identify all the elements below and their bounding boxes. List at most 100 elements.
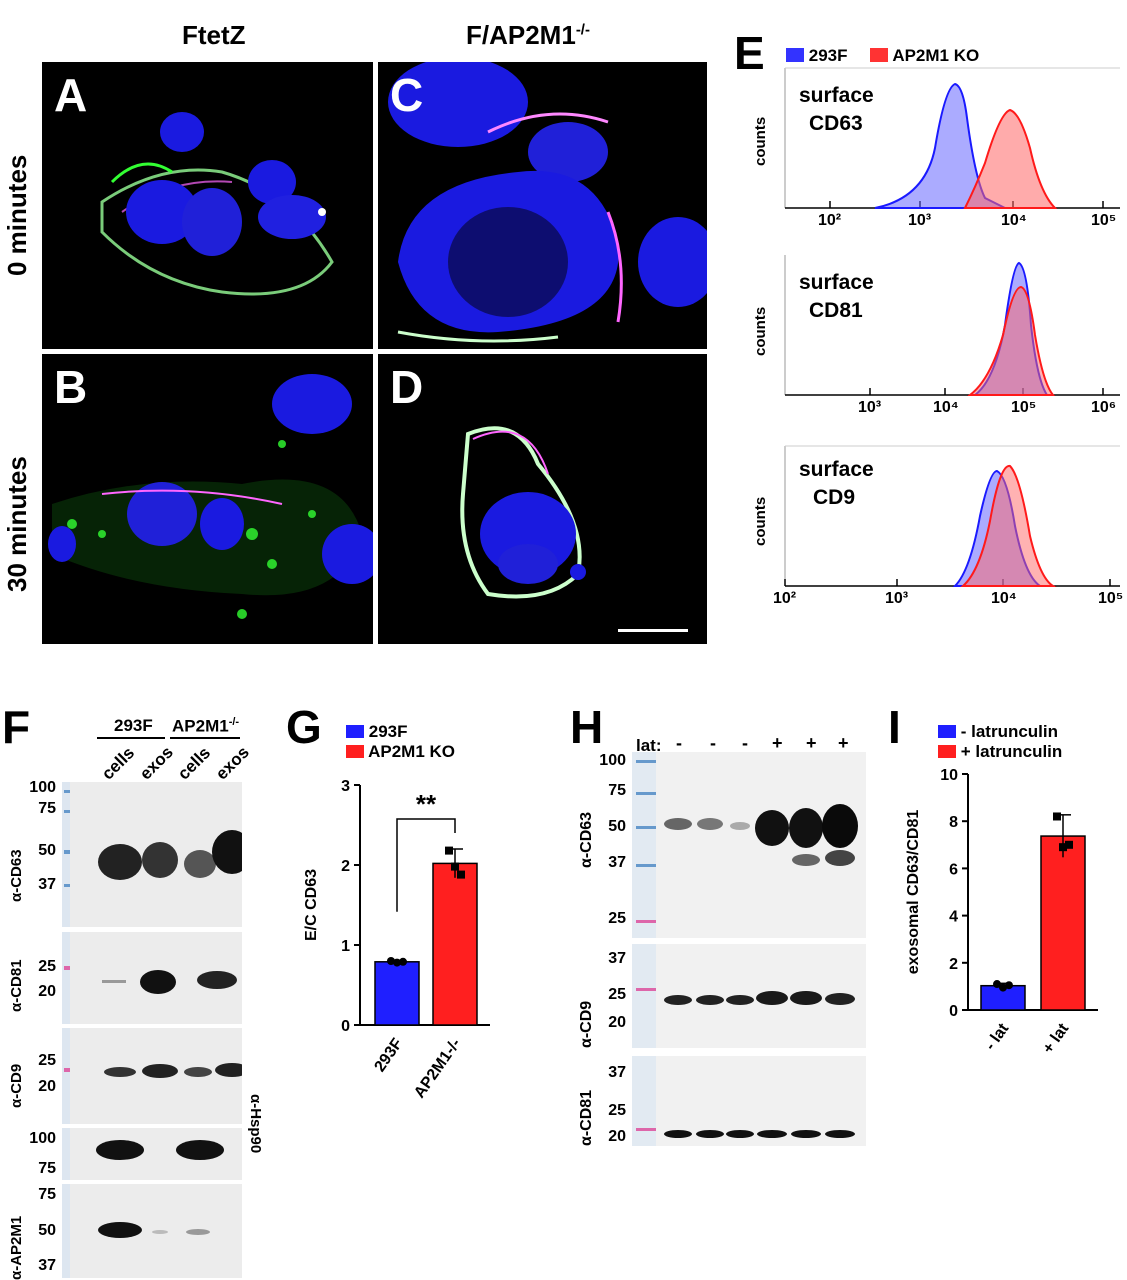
hist-cd9-title1: surface [799, 458, 874, 481]
scale-bar [618, 629, 688, 632]
legend-i-swatch-1 [938, 725, 956, 738]
blot-f-ap2m1-label: α-AP2M1 [8, 1215, 25, 1280]
legend-i-1: - latrunculin [938, 722, 1062, 742]
mw-f-cd63-50: 50 [38, 842, 56, 859]
micrograph-d: D [378, 354, 707, 644]
blot-h-cd9-image [632, 944, 855, 1048]
column-title-ftetz: FtetZ [182, 20, 246, 50]
blot-f-cd9-image [62, 1028, 242, 1124]
panel-letter-i: I [888, 701, 901, 753]
data-point [1053, 812, 1061, 821]
hist-cd9-tick-3: 10⁵ [1098, 590, 1124, 607]
y-tick-label: 0 [949, 1003, 958, 1020]
y-tick-label: 10 [940, 767, 958, 784]
panel-h-lat-label: lat: [636, 736, 662, 755]
x-tick-label-1: 293F [371, 1035, 406, 1075]
hist-cd9-tick-1: 10³ [885, 590, 909, 607]
data-point [393, 958, 401, 967]
mw-f-ap2m1-37: 37 [38, 1257, 56, 1274]
chart-g: 0 1 2 3 E/C CD63 293F AP2M1-/- ** [303, 778, 490, 1100]
y-axis-label: E/C CD63 [303, 869, 320, 941]
mw-h-cd81-25: 25 [608, 1102, 626, 1119]
panel-label-d: D [390, 361, 424, 413]
legend-g-1: 293F [346, 722, 455, 742]
data-point [387, 957, 395, 965]
micrograph-b-image [48, 374, 373, 619]
mw-h-cd63-50: 50 [608, 818, 626, 835]
legend-g-label-1: 293F [368, 722, 408, 741]
legend-swatch-293f [786, 48, 804, 62]
hist-cd63-tick-3: 10⁵ [1091, 212, 1117, 229]
mw-h-cd9-25: 25 [608, 986, 626, 1003]
lat-sign-5: + [806, 733, 817, 753]
panel-f-group1-line [97, 737, 165, 739]
panel-letter-g: G [286, 701, 322, 753]
y-tick-label: 2 [341, 858, 350, 875]
mw-h-cd63-25: 25 [608, 910, 626, 927]
panel-f-group2-line [170, 737, 240, 739]
panel-f-group-ap2m1: AP2M1-/- [172, 716, 239, 737]
panel-label-a: A [54, 69, 88, 121]
y-tick-label: 0 [341, 1018, 350, 1035]
panel-f-group2-sup: -/- [228, 716, 240, 728]
hist-cd81-title2: CD81 [809, 299, 863, 322]
y-tick-label: 3 [341, 778, 350, 795]
mw-h-cd81-20: 20 [608, 1128, 626, 1145]
data-point [445, 846, 453, 855]
legend-label-293f: 293F [808, 46, 848, 65]
blot-h-cd63-label: α-CD63 [578, 811, 595, 868]
mw-f-cd9-20: 20 [38, 1078, 56, 1095]
blot-h-cd9-label: α-CD9 [578, 1000, 595, 1048]
legend-i-2: + latrunculin [938, 742, 1062, 762]
hist-cd9-ylabel: counts [752, 496, 769, 546]
micrograph-c: C [378, 62, 707, 349]
lane-label-4: exos [212, 742, 253, 784]
mw-h-cd63-75: 75 [608, 782, 626, 799]
histogram-cd9-plot [784, 445, 1120, 587]
data-point [1005, 981, 1013, 990]
mw-h-cd81-37: 37 [608, 1064, 626, 1081]
blot-f-cd63-image [62, 782, 242, 927]
data-point [457, 870, 465, 879]
bar-2 [432, 862, 478, 1026]
lat-sign-6: + [838, 733, 849, 753]
histogram-cd63: surface CD63 10² 10³ 10⁴ 10⁵ [784, 67, 1125, 238]
hist-cd81-title1: surface [799, 271, 874, 294]
histogram-cd63-plot [784, 67, 1120, 209]
row-title-30-min: 30 minutes [2, 456, 32, 592]
hist-cd63-tick-2: 10⁴ [1001, 212, 1027, 229]
mw-f-cd63-75: 75 [38, 800, 56, 817]
hist-cd63-tick-1: 10³ [908, 212, 932, 229]
blot-f-ap2m1 [62, 1184, 242, 1278]
row-title-0-min: 0 minutes [2, 154, 32, 276]
mw-f-hsp90-75: 75 [38, 1160, 56, 1177]
column-title-sup: -/- [575, 21, 590, 39]
blot-h-cd81-image [632, 1056, 855, 1146]
micrograph-b: B [42, 354, 373, 644]
significance-bracket [396, 818, 456, 912]
mw-f-ap2m1-75: 75 [38, 1186, 56, 1203]
x-tick-label-2: + lat [1040, 1020, 1073, 1057]
blot-f-cd81-label: α-CD81 [8, 959, 25, 1012]
y-tick-label: 8 [949, 814, 958, 831]
data-point [999, 983, 1007, 992]
blot-f-cd63-label: α-CD63 [8, 849, 25, 902]
blot-f-cd9 [62, 1028, 242, 1124]
mw-h-cd9-37: 37 [608, 950, 626, 967]
blot-h-cd81-label: α-CD81 [578, 1089, 595, 1146]
histogram-cd81: surface CD81 10³ 10⁴ 10⁵ 10⁶ [784, 255, 1125, 425]
data-point [1059, 843, 1067, 852]
legend-swatch-ko [870, 48, 889, 62]
hist-cd9-tick-2: 10⁴ [991, 590, 1017, 607]
mw-f-cd63-100: 100 [29, 779, 56, 796]
lat-sign-3: - [742, 733, 748, 753]
hist-cd63-ylabel: counts [752, 116, 769, 166]
legend-i-label-1: - latrunculin [960, 722, 1059, 741]
legend-i-swatch-2 [938, 745, 956, 758]
lat-sign-4: + [772, 733, 783, 753]
chart-i: 0 2 4 6 8 10 exosomal CD63/CD81 - lat + lat [905, 767, 1098, 1057]
panel-label-b: B [54, 361, 88, 413]
y-tick-label: 2 [949, 956, 958, 973]
hist-cd81-tick-2: 10⁵ [1011, 399, 1037, 416]
micrograph-a: A [42, 62, 373, 349]
